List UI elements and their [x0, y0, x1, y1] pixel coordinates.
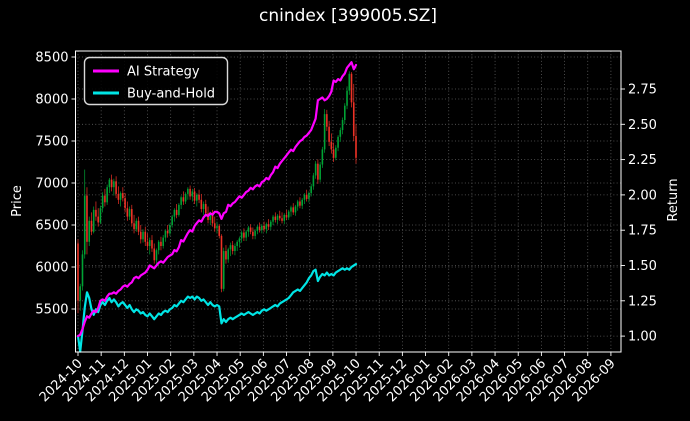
return-tick-label: 2.25 [628, 153, 657, 168]
price-tick-label: 8000 [35, 93, 68, 108]
legend-label-buy-and-hold: Buy-and-Hold [127, 87, 215, 102]
legend-box [83, 56, 229, 106]
plot-area: 8500 8000 7500 7000 6500 6000 5500 2.75 2.50 2.25… [35, 50, 657, 405]
chart-title: cnindex [399005.SZ] [259, 6, 437, 26]
left-axis-label: Price [10, 185, 25, 217]
return-tick-label: 1.25 [628, 294, 657, 309]
return-tick-label: 1.00 [628, 330, 657, 345]
candlestick-series [77, 71, 357, 314]
price-tick-label: 7000 [35, 177, 68, 192]
right-axis-label: Return [666, 178, 681, 221]
price-tick-label: 8500 [35, 51, 68, 66]
return-tick-label: 2.50 [628, 118, 657, 133]
buy-and-hold-line [76, 263, 358, 353]
price-tick-label: 6000 [35, 261, 68, 276]
return-tick-label: 1.75 [628, 224, 657, 239]
price-tick-label: 6500 [35, 219, 68, 234]
price-tick-label: 5500 [35, 303, 68, 318]
return-tick-label: 2.00 [628, 188, 657, 203]
legend: AI Strategy Buy-and-Hold [83, 56, 229, 106]
plot-border [75, 50, 622, 353]
price-tick-label: 7500 [35, 135, 68, 150]
ai-strategy-line [76, 61, 358, 338]
return-tick-label: 2.75 [628, 83, 657, 98]
legend-label-ai-strategy: AI Strategy [127, 65, 200, 80]
return-tick-label: 1.50 [628, 259, 657, 274]
